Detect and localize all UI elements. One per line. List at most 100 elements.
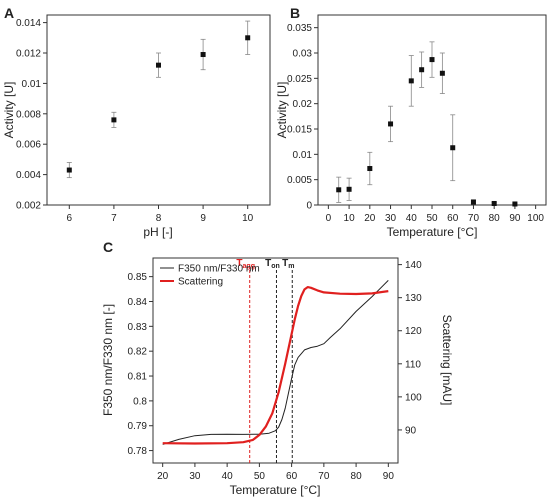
panel-a-ylabel: Activity [U] <box>2 82 16 139</box>
data-point <box>439 70 445 76</box>
panelb-xtick-label: 100 <box>527 213 544 224</box>
panela-ytick-label: 0.004 <box>16 170 41 181</box>
panela-xtick-label: 7 <box>111 213 117 224</box>
panelb-ytick-label: 0.005 <box>287 175 312 186</box>
data-point <box>111 117 117 123</box>
vline-label-on: Ton <box>265 258 280 270</box>
panel-c-ylabel-left: F350 nm/F330 nm [-] <box>101 304 115 416</box>
panel-c-xtick-label: 80 <box>351 471 363 482</box>
panelb-xtick-label: 50 <box>426 213 438 224</box>
data-point <box>419 67 425 73</box>
panel-c-ytick-right-label: 130 <box>405 293 422 304</box>
series-line-scattering <box>162 286 389 445</box>
panelb-xtick-label: 30 <box>385 213 397 224</box>
vline-label-main: T <box>265 258 271 269</box>
vline-label-main: T <box>282 258 288 269</box>
panel-a-xlabel: pH [-] <box>143 225 172 239</box>
panela-xtick-label: 10 <box>242 213 254 224</box>
data-point <box>336 187 342 193</box>
vline-label-m: Tm <box>282 258 294 270</box>
panelb-ytick-label: 0.015 <box>287 125 312 136</box>
panelb-ytick-label: 0 <box>306 201 312 212</box>
data-point <box>512 201 518 207</box>
panel-c-ytick-left-label: 0.78 <box>128 446 148 457</box>
data-point <box>450 145 456 151</box>
panelb-ytick-label: 0.02 <box>293 99 313 110</box>
panel-c-letter: C <box>103 239 113 255</box>
data-point <box>66 167 72 173</box>
panelb-xtick-label: 0 <box>326 213 332 224</box>
data-point <box>346 186 352 192</box>
panel-c-legend: F350 nm/F330 nm Scattering <box>160 264 260 288</box>
panel-c-xtick-label: 20 <box>157 471 169 482</box>
panela-xtick-label: 6 <box>67 213 73 224</box>
data-point <box>491 200 497 206</box>
vline-label-sub: on <box>271 263 280 270</box>
panel-c-ytick-right-label: 120 <box>405 326 422 337</box>
panel-c-xtick-label: 30 <box>189 471 201 482</box>
panel-a-letter: A <box>4 5 14 21</box>
panel-c-ytick-left-label: 0.84 <box>128 297 148 308</box>
panela-xtick-label: 9 <box>200 213 206 224</box>
legend-label: Scattering <box>178 277 223 288</box>
panela-ytick-label: 0.014 <box>16 18 41 29</box>
data-point <box>408 78 414 84</box>
panel-c-ytick-right-label: 90 <box>405 425 417 436</box>
panel-c-ytick-left-label: 0.8 <box>133 396 147 407</box>
panel-c-ytick-right-label: 110 <box>405 359 421 370</box>
panela-xtick-label: 8 <box>156 213 162 224</box>
panelb-ytick-label: 0.025 <box>287 74 312 85</box>
panel-c-ytick-left-label: 0.85 <box>128 272 148 283</box>
panel-c-xtick-label: 70 <box>318 471 330 482</box>
panelb-xtick-label: 40 <box>406 213 418 224</box>
panel-c-xtick-label: 50 <box>254 471 266 482</box>
panel-c-xtick-label: 60 <box>286 471 298 482</box>
panel-b-ticks: 0 10 20 30 40 50 60 70 80 90 100 0 0.005 0.01 0.015 0.0… <box>287 23 544 224</box>
panela-ytick-label: 0.012 <box>16 49 41 60</box>
panela-ytick-label: 0.002 <box>16 201 41 212</box>
panelb-xtick-label: 60 <box>447 213 459 224</box>
panelb-xtick-label: 90 <box>509 213 521 224</box>
legend-label: F350 nm/F330 nm <box>178 264 260 275</box>
panelb-xtick-label: 80 <box>489 213 501 224</box>
panelb-ytick-label: 0.035 <box>287 23 312 34</box>
panel-c-ytick-left-label: 0.82 <box>128 347 148 358</box>
panelb-ytick-label: 0.01 <box>293 150 313 161</box>
panela-ytick-label: 0.01 <box>22 79 42 90</box>
panel-c-ylabel-right: Scattering [mAU] <box>440 315 454 406</box>
panel-b: B 0 10 20 30 40 50 60 70 80 90 10000.0050.010.0150… <box>275 5 547 239</box>
data-point <box>200 52 206 58</box>
data-point <box>470 199 476 205</box>
panela-ytick-label: 0.006 <box>16 140 41 151</box>
vline-label-sub: agg <box>243 263 255 270</box>
panel-c-ticks: 20 30 40 50 60 70 80 90 0.78 0.79 0.8 0.81 0.82 0.83 0… <box>128 260 423 482</box>
data-point <box>156 62 161 68</box>
panel-a-frame <box>46 14 271 206</box>
panel-b-marks <box>336 41 518 207</box>
panelb-xtick-label: 10 <box>344 213 356 224</box>
panelb-xtick-label: 70 <box>468 213 480 224</box>
data-point <box>245 35 251 41</box>
panel-a-ticks: 6 7 8 9 10 0.002 0.004 0.006 0.008 0.01 0.012 0.014 <box>16 18 254 224</box>
panela-ytick-label: 0.008 <box>16 109 41 120</box>
panel-c-ytick-left-label: 0.83 <box>128 322 148 333</box>
vline-label-sub: m <box>288 263 294 270</box>
vline-label-main: T <box>236 258 242 269</box>
data-point <box>429 57 435 63</box>
panel-b-ylabel: Activity [U] <box>275 82 289 139</box>
panel-c-ytick-left-label: 0.81 <box>128 372 148 383</box>
panel-b-letter: B <box>290 5 300 21</box>
data-point <box>388 121 394 127</box>
panel-c-ytick-right-label: 140 <box>405 260 422 271</box>
series-line-fluorescence-ratio <box>162 280 389 445</box>
panel-c-xtick-label: 40 <box>222 471 234 482</box>
panel-b-xlabel: Temperature [°C] <box>387 225 478 239</box>
panel-c-xtick-label: 90 <box>383 471 395 482</box>
data-point <box>367 166 373 172</box>
panel-c-ytick-right-label: 100 <box>405 392 422 403</box>
panel-c: C 20 30 40 50 60 70 80 90 0.78 0.79 0.8 0.81 0.82 0.8… <box>101 239 454 497</box>
panel-a: A 6 7 8 9 10 0.002 0.004 0.006 0.008 0.01 0.012 0.0… <box>2 5 271 239</box>
panelb-ytick-label: 0.03 <box>293 49 313 60</box>
panel-c-xlabel: Temperature [°C] <box>230 483 321 497</box>
